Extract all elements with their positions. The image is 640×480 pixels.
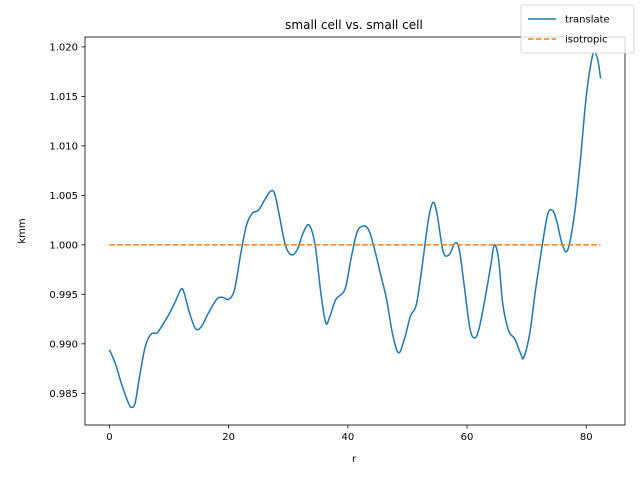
series-line-translate [108, 51, 602, 409]
plot-area [108, 51, 602, 409]
x-tick-label: 80 [580, 432, 593, 443]
y-tick-label: 1.020 [49, 42, 78, 53]
plot-frame [84, 36, 626, 426]
y-tick-label: 0.990 [49, 339, 78, 350]
y-tick-label: 1.015 [49, 92, 78, 103]
x-axis-ticks: 0 20 40 60 80 [106, 425, 593, 443]
x-tick-label: 40 [341, 432, 354, 443]
y-tick-label: 1.010 [49, 141, 78, 152]
chart-title: small cell vs. small cell [285, 18, 423, 32]
legend: translate isotropic [520, 4, 635, 54]
y-tick-label: 1.000 [49, 240, 78, 251]
x-axis-label: r [352, 454, 357, 465]
legend-label-translate: translate [565, 15, 610, 26]
legend-box [520, 4, 635, 54]
x-tick-label: 0 [106, 432, 112, 443]
legend-label-isotropic: isotropic [565, 35, 608, 46]
y-axis-label: kmm [17, 218, 28, 243]
y-tick-label: 0.995 [49, 290, 78, 301]
y-axis-ticks: 0.985 0.990 0.995 1.000 1.005 1.010 1.015 1.020 [49, 42, 85, 400]
y-tick-label: 1.005 [49, 191, 78, 202]
y-tick-label: 0.985 [49, 389, 78, 400]
x-tick-label: 60 [461, 432, 474, 443]
x-tick-label: 20 [222, 432, 235, 443]
